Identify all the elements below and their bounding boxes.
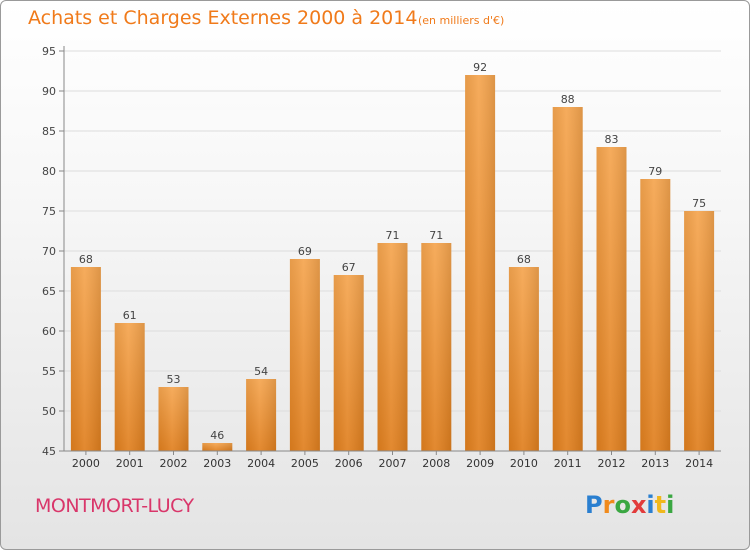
bar-value-label: 53 — [167, 373, 181, 386]
x-tick-label: 2011 — [554, 457, 582, 470]
x-tick-label: 2012 — [598, 457, 626, 470]
x-tick-label: 2000 — [72, 457, 100, 470]
x-tick-label: 2006 — [335, 457, 363, 470]
bar-value-label: 79 — [648, 165, 662, 178]
bar-shade — [465, 75, 496, 451]
bar-layer: 68 61 53 46 54 69 67 71 71 92 68 88 83 79 75 — [70, 61, 715, 451]
y-tick-label: 50 — [42, 405, 56, 418]
y-tick-label: 55 — [42, 365, 56, 378]
logo-letter: i — [666, 491, 675, 519]
bar-shade — [596, 147, 627, 451]
x-tick-label: 2013 — [641, 457, 669, 470]
bar-value-label: 68 — [517, 253, 531, 266]
y-tick-label: 75 — [42, 205, 56, 218]
logo-letter: P — [585, 491, 603, 519]
x-tick-label: 2003 — [203, 457, 231, 470]
bar-value-label: 92 — [473, 61, 487, 74]
y-tick-label: 85 — [42, 125, 56, 138]
x-tick-label: 2004 — [247, 457, 275, 470]
x-tick-label: 2009 — [466, 457, 494, 470]
bar-value-label: 46 — [210, 429, 224, 442]
y-tick-label: 60 — [42, 325, 56, 338]
chart-title: Achats et Charges Externes 2000 à 2014 — [28, 7, 418, 29]
bar-value-label: 68 — [79, 253, 93, 266]
bar-shade — [70, 267, 101, 451]
bar-shade — [333, 275, 364, 451]
commune-name: MONTMORT-LUCY — [35, 495, 194, 517]
axis-layer: 45 50 55 60 65 70 75 80 85 90 95 2000 2001 2002 2003 20… — [42, 45, 721, 470]
logo-letter: t — [654, 491, 667, 519]
bar-shade — [552, 107, 583, 451]
bar-value-label: 71 — [429, 229, 443, 242]
bar-value-label: 69 — [298, 245, 312, 258]
y-tick-label: 95 — [42, 45, 56, 58]
bar-value-label: 83 — [605, 133, 619, 146]
x-tick-label: 2008 — [422, 457, 450, 470]
bar-value-label: 61 — [123, 309, 137, 322]
bar-value-label: 54 — [254, 365, 268, 378]
logo-letter: r — [602, 491, 615, 519]
bar-value-label: 88 — [561, 93, 575, 106]
logo-letter: x — [630, 491, 647, 519]
x-tick-label: 2007 — [379, 457, 407, 470]
bar-shade — [377, 243, 408, 451]
bar-shade — [508, 267, 539, 451]
bar-value-label: 67 — [342, 261, 356, 274]
bar-shade — [114, 323, 145, 451]
y-tick-label: 80 — [42, 165, 56, 178]
bar-value-label: 71 — [386, 229, 400, 242]
y-tick-label: 45 — [42, 445, 56, 458]
chart-unit: (en milliers d'€) — [418, 14, 505, 27]
logo-letter: i — [646, 491, 655, 519]
y-tick-label: 70 — [42, 245, 56, 258]
y-tick-label: 65 — [42, 285, 56, 298]
proxiti-logo[interactable]: Proxiti — [585, 491, 674, 519]
y-tick-label: 90 — [42, 85, 56, 98]
bar-shade — [684, 211, 715, 451]
bar-shade — [289, 259, 320, 451]
x-tick-label: 2014 — [685, 457, 713, 470]
x-tick-label: 2002 — [160, 457, 188, 470]
bar-shade — [640, 179, 671, 451]
bar-shade — [202, 443, 233, 451]
bar-value-label: 75 — [692, 197, 706, 210]
x-tick-label: 2010 — [510, 457, 538, 470]
x-tick-label: 2001 — [116, 457, 144, 470]
bar-shade — [421, 243, 452, 451]
x-tick-label: 2005 — [291, 457, 319, 470]
logo-letter: o — [614, 491, 631, 519]
bar-shade — [158, 387, 189, 451]
bar-shade — [246, 379, 277, 451]
